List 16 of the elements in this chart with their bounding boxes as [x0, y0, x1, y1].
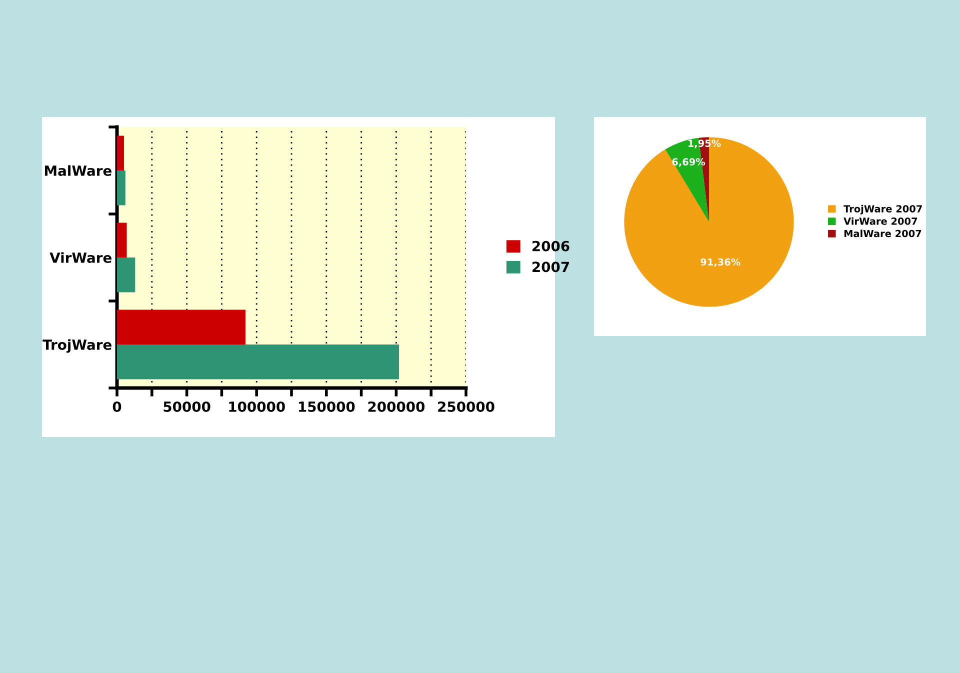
x-tick-label: 200000	[368, 401, 425, 412]
legend-label: MalWare 2007	[844, 230, 922, 238]
legend-label: TrojWare 2007	[844, 204, 922, 214]
data-label: 1,95%	[688, 140, 721, 148]
legend-label: 2006	[532, 240, 570, 252]
x-tick-label: 150000	[298, 401, 355, 412]
x-tick-label: 0	[112, 401, 122, 412]
x-tick-label: 50000	[164, 401, 210, 412]
legend-label: 2007	[532, 262, 569, 272]
y-tick-label: TrojWare	[42, 339, 112, 353]
y-tick-label: MalWare	[45, 165, 112, 176]
x-tick-label: 250000	[438, 401, 494, 412]
legend-label: VirWare 2007	[844, 217, 918, 225]
y-tick-label: VirWare	[50, 252, 112, 263]
x-tick-label: 100000	[229, 401, 285, 412]
data-label: 91,36%	[700, 258, 740, 267]
